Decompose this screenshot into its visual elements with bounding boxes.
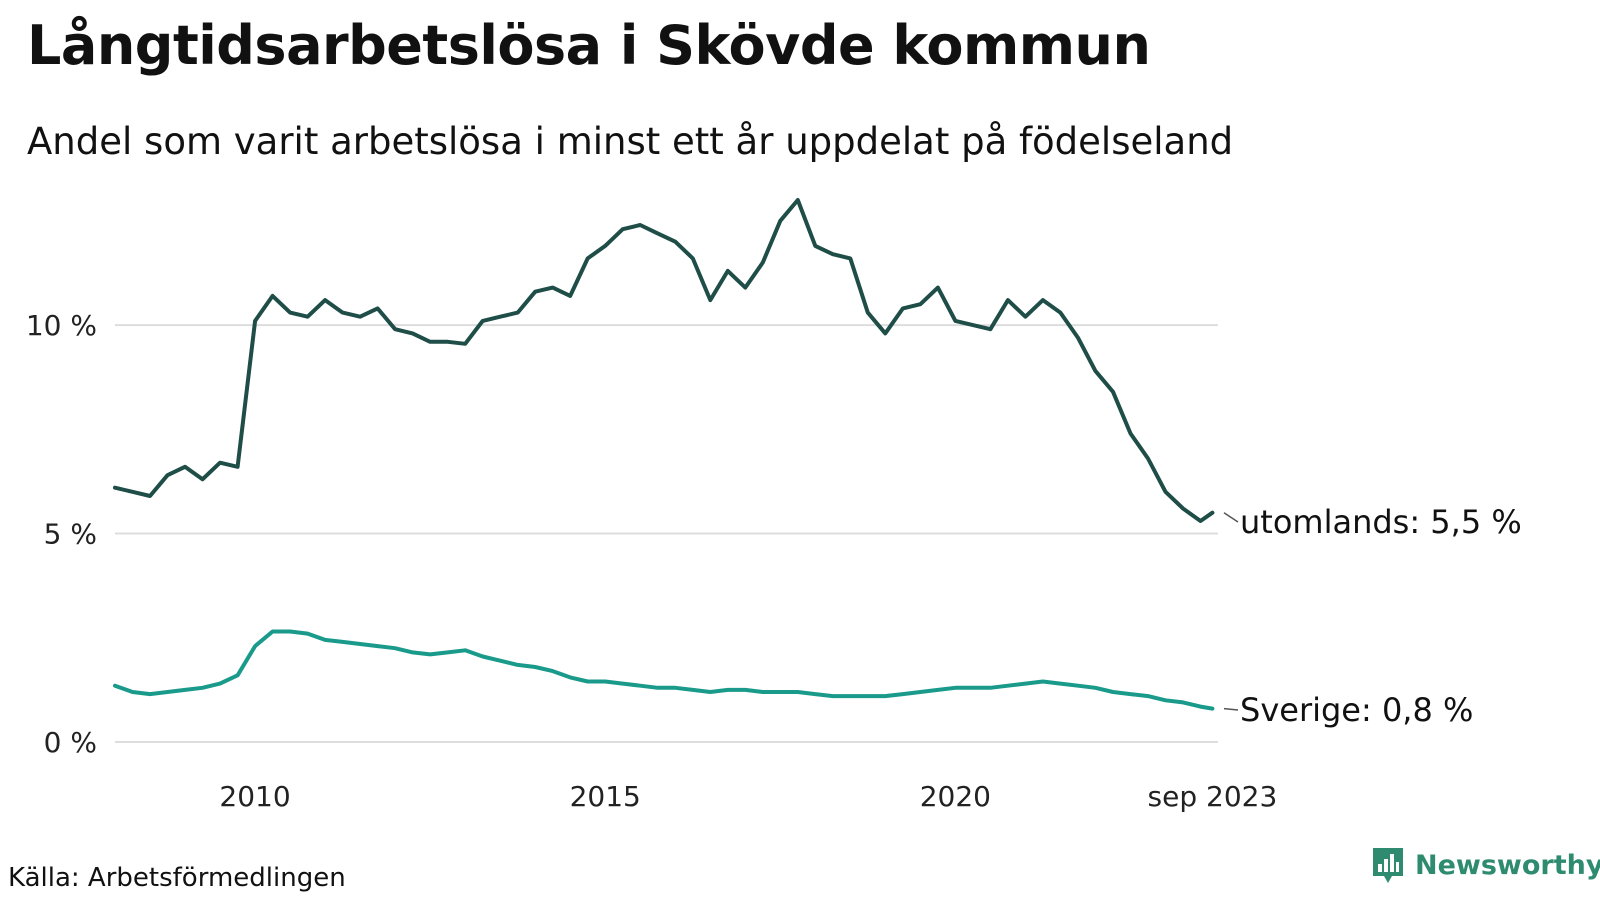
x-tick-label: 2015	[570, 780, 641, 813]
y-tick-label: 0 %	[44, 726, 97, 759]
series-end-label: utomlands: 5,5 %	[1240, 503, 1522, 541]
newsworthy-logo-icon	[1373, 848, 1403, 883]
brand-name: Newsworthy	[1415, 849, 1600, 881]
chart-title: Långtidsarbetslösa i Skövde kommun	[27, 14, 1151, 77]
x-tick-label: 2010	[219, 780, 290, 813]
source-note: Källa: Arbetsförmedlingen	[8, 863, 346, 893]
end-label-leader	[1223, 707, 1239, 711]
series-end-label: Sverige: 0,8 %	[1240, 691, 1473, 729]
end-label-leader	[1223, 512, 1239, 523]
x-tick-label: 2020	[920, 780, 991, 813]
chart-subtitle: Andel som varit arbetslösa i minst ett å…	[27, 120, 1234, 163]
series-line-sverige	[113, 629, 1215, 711]
y-tick-label: 10 %	[26, 309, 97, 342]
y-tick-label: 5 %	[44, 518, 97, 551]
brand-logo[interactable]: Newsworthy	[1370, 845, 1600, 885]
x-tick-label: sep 2023	[1148, 780, 1278, 813]
series-line-utomlands	[113, 198, 1215, 523]
